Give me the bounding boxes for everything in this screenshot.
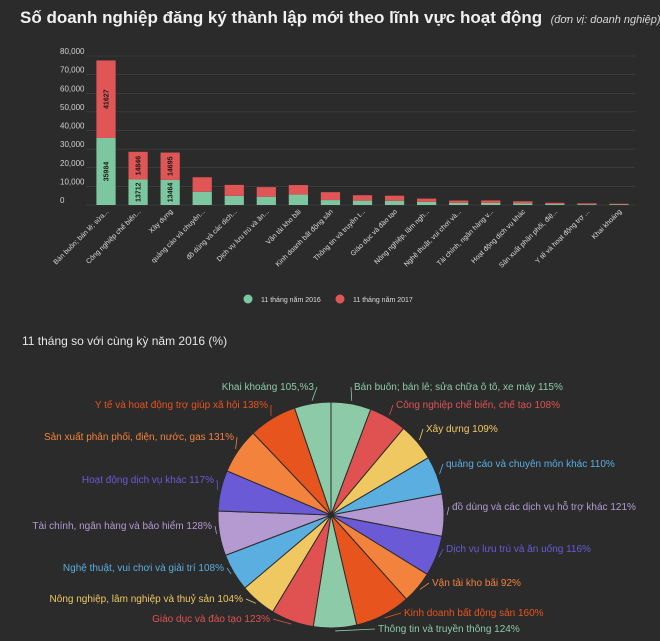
pie-slice-label: quảng cáo và chuyên môn khác 110% bbox=[446, 459, 615, 470]
pie-leader-line bbox=[389, 404, 394, 415]
bar-2016 bbox=[481, 202, 501, 205]
y-tick-label: 40,000 bbox=[60, 122, 85, 131]
pie-leader-line bbox=[439, 463, 444, 475]
pie-slice-label: Giáo dục và đào tạo 123% bbox=[152, 614, 270, 625]
legend-marker bbox=[335, 294, 345, 304]
y-tick-label: 10,000 bbox=[60, 177, 85, 186]
bar-2016 bbox=[577, 204, 597, 205]
bar-2017 bbox=[609, 203, 629, 205]
bar-2017 bbox=[192, 177, 212, 192]
pie-leader-line bbox=[419, 428, 424, 441]
bar-2017 bbox=[96, 60, 116, 138]
pie-leader-line bbox=[311, 386, 318, 401]
chart-title: Số doanh nghiệp đăng ký thành lập mới th… bbox=[20, 8, 543, 27]
legend-label: 11 tháng năm 2017 bbox=[353, 297, 413, 304]
bar-value-label: 41627 bbox=[104, 89, 111, 109]
bar-2017 bbox=[481, 200, 501, 203]
bar-2016 bbox=[128, 179, 148, 205]
bar-2017 bbox=[256, 187, 276, 197]
bar-value-label: 14846 bbox=[136, 156, 143, 176]
bar-2016 bbox=[417, 201, 437, 205]
pie-slice-label: Sản xuất phân phối, điện, nước, gas 131% bbox=[44, 431, 234, 443]
bar-2017 bbox=[320, 192, 341, 201]
y-tick-label: 80,000 bbox=[60, 47, 85, 56]
pie-slice-label: Thông tin và truyền thông 124% bbox=[378, 623, 520, 635]
pie-slice-label: Nông nghiệp, lâm nghiệp và thuỷ sản 104% bbox=[50, 593, 244, 605]
bar-2016 bbox=[320, 200, 341, 205]
pie-leader-line bbox=[384, 612, 402, 619]
pie-slice-label: Vận tải kho bãi 92% bbox=[432, 578, 521, 589]
bar-2016 bbox=[160, 179, 180, 205]
pie-leader-line bbox=[235, 436, 238, 449]
pie-slice-label: đồ dùng và các dịch vụ hỗ trợ khác 121% bbox=[452, 500, 636, 513]
pie-slice-label: Dịch vụ lưu trú và ăn uống 116% bbox=[446, 543, 591, 555]
bar-2016 bbox=[96, 137, 116, 205]
pie-slice-label: Khai khoáng 105,%3 bbox=[222, 382, 315, 393]
legend-label: 11 tháng năm 2016 bbox=[261, 297, 321, 304]
y-tick-label: 30,000 bbox=[60, 140, 85, 149]
bar-value-label: 35984 bbox=[104, 162, 111, 182]
pie-leader-line bbox=[216, 479, 219, 490]
y-tick-label: 20,000 bbox=[60, 159, 85, 168]
bar-2017 bbox=[160, 152, 180, 180]
bar-2016 bbox=[449, 202, 469, 205]
y-tick-label: 50,000 bbox=[60, 103, 85, 112]
chart-title-row: Số doanh nghiệp đăng ký thành lập mới th… bbox=[20, 8, 660, 28]
bar-2017 bbox=[449, 200, 469, 203]
bar-2017 bbox=[545, 202, 565, 205]
bar-2016 bbox=[513, 203, 533, 205]
pie-slice-label: Kinh doanh bất động sản 160% bbox=[404, 607, 544, 619]
pie-slice-label: Y tế và hoạt động trợ giúp xã hội 138% bbox=[95, 399, 268, 411]
bar-2017 bbox=[577, 203, 597, 205]
bar-value-label: 14695 bbox=[168, 156, 175, 176]
bar-2017 bbox=[288, 185, 308, 195]
pie-leader-line bbox=[214, 525, 217, 535]
bar-2017 bbox=[513, 201, 533, 204]
bar-2016 bbox=[288, 194, 308, 205]
pie-leader-line bbox=[446, 506, 450, 516]
pie-leader-line bbox=[335, 628, 376, 632]
bar-2017 bbox=[128, 151, 148, 180]
pie-leader-line bbox=[272, 618, 292, 625]
pie-leader-line bbox=[245, 598, 256, 604]
bar-value-label: 13712 bbox=[136, 182, 143, 202]
y-tick-label: 60,000 bbox=[60, 84, 85, 93]
pie-leader-line bbox=[438, 548, 444, 558]
bar-2016 bbox=[192, 191, 212, 205]
chart-unit: (đơn vị: doanh nghiệp) bbox=[550, 14, 660, 26]
pie-slice-label: Xây dựng 109% bbox=[426, 424, 498, 435]
pie-leader-line bbox=[419, 582, 430, 590]
bar-2017 bbox=[352, 195, 373, 201]
pie-slice bbox=[293, 401, 332, 516]
y-tick-label: 70,000 bbox=[60, 66, 85, 75]
pie-slice-label: Tài chính, ngân hàng và bảo hiểm 128% bbox=[32, 520, 212, 532]
pie-leader-line bbox=[350, 386, 353, 401]
bar-2017 bbox=[224, 184, 244, 196]
bar-2016 bbox=[609, 204, 629, 205]
y-tick-label: 0 bbox=[60, 196, 65, 205]
bar-2016 bbox=[224, 195, 244, 205]
pie-slice-label: Nghệ thuật, vui chơi và giải trí 108% bbox=[63, 563, 224, 574]
bar-2016 bbox=[352, 200, 373, 205]
pie-chart-title: 11 tháng so với cùng kỳ năm 2016 (%) bbox=[22, 334, 228, 348]
bar-value-label: 13464 bbox=[168, 183, 175, 203]
pie-slice-label: Công nghiệp chế biến, chế tạo 108% bbox=[396, 399, 560, 411]
bar-2016 bbox=[256, 196, 276, 205]
pie-leader-line bbox=[226, 567, 232, 575]
pie-slice-label: Bán buôn; bán lẻ; sửa chữa ô tô, xe máy … bbox=[354, 381, 563, 393]
bar-chart: 0 10,000 20,000 30,000 40,000 50,000 60,000 70,… bbox=[52, 47, 635, 304]
bar-2016 bbox=[545, 204, 565, 205]
pie-slice-label: Hoạt động dịch vụ khác 117% bbox=[82, 475, 214, 486]
legend-marker bbox=[243, 294, 253, 304]
bar-2017 bbox=[417, 198, 437, 202]
bar-2016 bbox=[384, 200, 405, 205]
bar-2017 bbox=[384, 195, 405, 201]
